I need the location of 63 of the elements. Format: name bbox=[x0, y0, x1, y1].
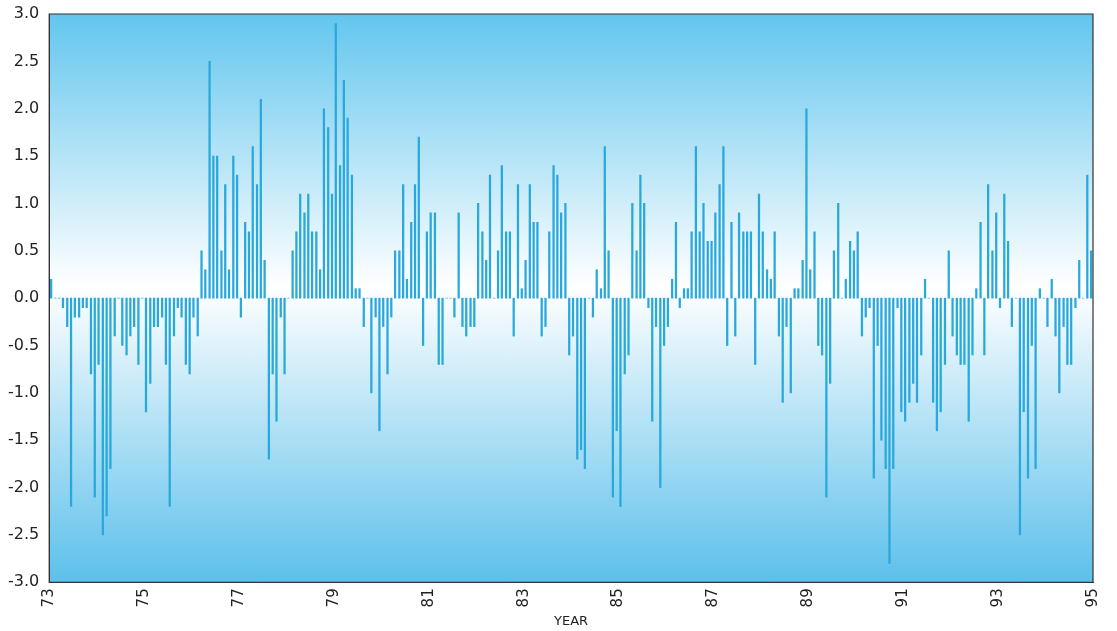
y-tick-label: 0.5 bbox=[13, 239, 40, 259]
bar bbox=[880, 297, 883, 441]
bar bbox=[200, 250, 203, 299]
y-tick-label: -0.5 bbox=[8, 334, 40, 354]
x-tick-label: 73 bbox=[39, 588, 58, 608]
bar bbox=[564, 203, 567, 299]
y-tick-label: -2.0 bbox=[8, 476, 40, 496]
bar bbox=[1034, 297, 1037, 469]
y-tick-label: -3.0 bbox=[8, 571, 40, 591]
bar bbox=[453, 297, 456, 318]
bar bbox=[208, 61, 211, 299]
y-tick-label: 2.5 bbox=[13, 50, 40, 70]
bar bbox=[908, 297, 911, 403]
bar bbox=[619, 297, 622, 507]
y-tick-label: -2.5 bbox=[8, 524, 40, 544]
bar bbox=[951, 297, 954, 337]
bar bbox=[275, 297, 278, 422]
y-tick-label: 1.0 bbox=[13, 192, 40, 212]
y-tick-label: -1.0 bbox=[8, 382, 40, 402]
bar bbox=[378, 297, 381, 432]
bar bbox=[180, 297, 183, 318]
bar bbox=[805, 108, 808, 299]
bar bbox=[702, 203, 705, 299]
x-tick-label: 87 bbox=[703, 588, 722, 608]
x-tick-label: 89 bbox=[798, 588, 817, 608]
bar bbox=[481, 231, 484, 299]
bar bbox=[137, 297, 140, 365]
x-tick-label: 77 bbox=[228, 588, 247, 608]
bar bbox=[888, 297, 891, 564]
x-tick-label: 83 bbox=[513, 588, 532, 608]
x-tick-label: 79 bbox=[323, 588, 342, 608]
bar bbox=[722, 146, 725, 299]
y-tick-label: 0.0 bbox=[13, 287, 40, 307]
x-tick-label: 93 bbox=[988, 588, 1006, 608]
bar bbox=[730, 222, 733, 299]
bar bbox=[524, 259, 527, 299]
bar bbox=[536, 222, 539, 299]
bar bbox=[1066, 297, 1069, 365]
bar bbox=[793, 288, 796, 299]
bar bbox=[1074, 297, 1077, 308]
x-axis-title: YEAR bbox=[553, 612, 589, 628]
x-tick-label: 85 bbox=[608, 588, 627, 608]
bar bbox=[639, 174, 642, 299]
bar bbox=[358, 288, 361, 299]
bar bbox=[125, 297, 128, 356]
bar bbox=[283, 297, 286, 375]
bar bbox=[469, 297, 472, 327]
x-tick-label: 75 bbox=[134, 588, 152, 608]
x-tick-label: 81 bbox=[418, 588, 437, 608]
x-tick-label: 95 bbox=[1082, 588, 1101, 608]
y-tick-label: 2.0 bbox=[13, 97, 40, 117]
x-tick-label: 91 bbox=[893, 588, 912, 608]
bar bbox=[979, 222, 982, 299]
y-tick-label: -1.5 bbox=[8, 429, 40, 449]
bar bbox=[552, 165, 555, 299]
bar bbox=[1046, 297, 1049, 327]
bar bbox=[386, 297, 389, 375]
bar bbox=[963, 297, 966, 365]
bar bbox=[441, 297, 444, 365]
y-tick-label: 1.5 bbox=[13, 145, 40, 165]
y-tick-label: 3.0 bbox=[13, 3, 40, 23]
bar bbox=[813, 231, 816, 299]
bar bbox=[690, 231, 693, 299]
